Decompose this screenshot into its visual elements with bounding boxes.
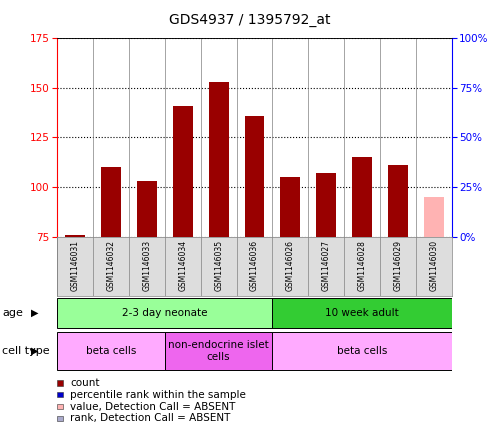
Bar [352,157,372,237]
Bar [101,168,121,237]
Text: percentile rank within the sample: percentile rank within the sample [70,390,246,400]
Text: rank, Detection Call = ABSENT: rank, Detection Call = ABSENT [70,413,231,423]
Bar [165,332,272,370]
Bar [65,235,85,237]
Text: GSM1146028: GSM1146028 [357,240,366,291]
Text: GSM1146030: GSM1146030 [429,240,438,291]
Text: value, Detection Call = ABSENT: value, Detection Call = ABSENT [70,401,236,412]
Text: cell type: cell type [2,346,50,356]
Text: GDS4937 / 1395792_at: GDS4937 / 1395792_at [169,13,330,27]
Text: count: count [70,378,100,388]
Text: GSM1146027: GSM1146027 [322,240,331,291]
Bar [57,332,165,370]
Text: GSM1146026: GSM1146026 [286,240,295,291]
Text: GSM1146031: GSM1146031 [71,240,80,291]
Text: ▶: ▶ [31,308,39,318]
Bar [316,173,336,237]
Text: GSM1146032: GSM1146032 [107,240,116,291]
Bar [245,115,264,237]
Bar [424,197,444,237]
Text: GSM1146029: GSM1146029 [393,240,402,291]
Bar [209,82,229,237]
Text: GSM1146034: GSM1146034 [178,240,187,291]
Bar [388,165,408,237]
Text: beta cells: beta cells [86,346,136,356]
Bar [173,106,193,237]
Text: GSM1146033: GSM1146033 [143,240,152,291]
Text: 10 week adult: 10 week adult [325,308,399,318]
Bar [272,332,452,370]
Text: GSM1146035: GSM1146035 [214,240,223,291]
Bar [57,298,272,328]
Text: beta cells: beta cells [337,346,387,356]
Bar [137,181,157,237]
Text: age: age [2,308,23,318]
Text: ▶: ▶ [31,346,39,356]
Text: non-endocrine islet
cells: non-endocrine islet cells [168,340,269,362]
Bar [280,177,300,237]
Bar [272,298,452,328]
Text: 2-3 day neonate: 2-3 day neonate [122,308,208,318]
Text: GSM1146036: GSM1146036 [250,240,259,291]
